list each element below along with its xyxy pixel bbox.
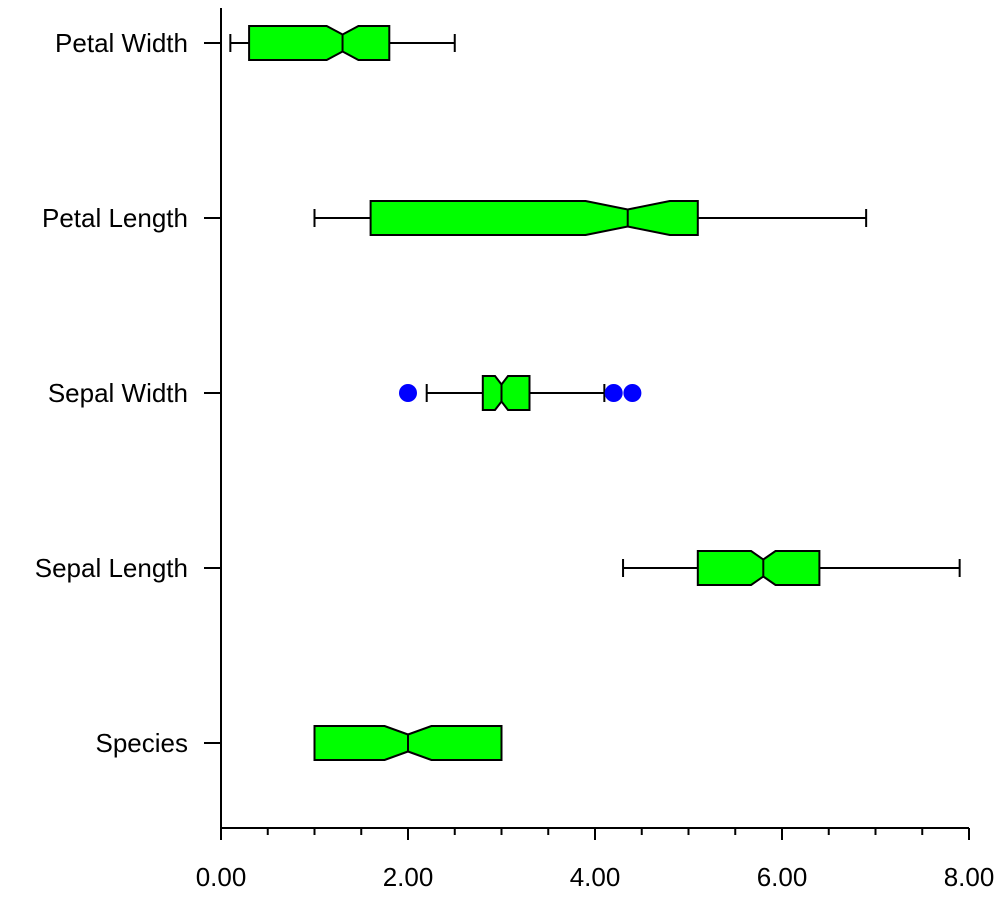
box-species bbox=[313, 725, 503, 761]
box-sepal-length bbox=[622, 550, 961, 586]
outlier-point bbox=[604, 384, 623, 402]
outlier-point bbox=[399, 384, 417, 402]
notched-box bbox=[248, 25, 391, 61]
y-category-label: Species bbox=[96, 728, 189, 758]
box-petal-width bbox=[229, 25, 456, 61]
boxes-layer bbox=[229, 25, 961, 761]
y-category-label: Petal Width bbox=[55, 28, 188, 58]
y-category-label: Petal Length bbox=[42, 203, 188, 233]
notched-box bbox=[481, 375, 531, 411]
y-category-label: Sepal Length bbox=[35, 553, 188, 583]
notched-box bbox=[696, 550, 821, 586]
x-tick-label: 8.00 bbox=[944, 862, 995, 892]
outlier-point bbox=[623, 384, 642, 402]
x-tick-label: 0.00 bbox=[196, 862, 247, 892]
x-tick-label: 2.00 bbox=[383, 862, 434, 892]
x-tick-label: 6.00 bbox=[757, 862, 808, 892]
notched-box bbox=[369, 200, 699, 236]
axes-layer: 0.00 2.00 4.00 6.00 8.00 Petal Width Petal Len… bbox=[35, 8, 995, 892]
x-tick-label: 4.00 bbox=[570, 862, 621, 892]
box-petal-length bbox=[313, 200, 868, 236]
box-sepal-width bbox=[399, 375, 642, 411]
y-category-label: Sepal Width bbox=[48, 378, 188, 408]
